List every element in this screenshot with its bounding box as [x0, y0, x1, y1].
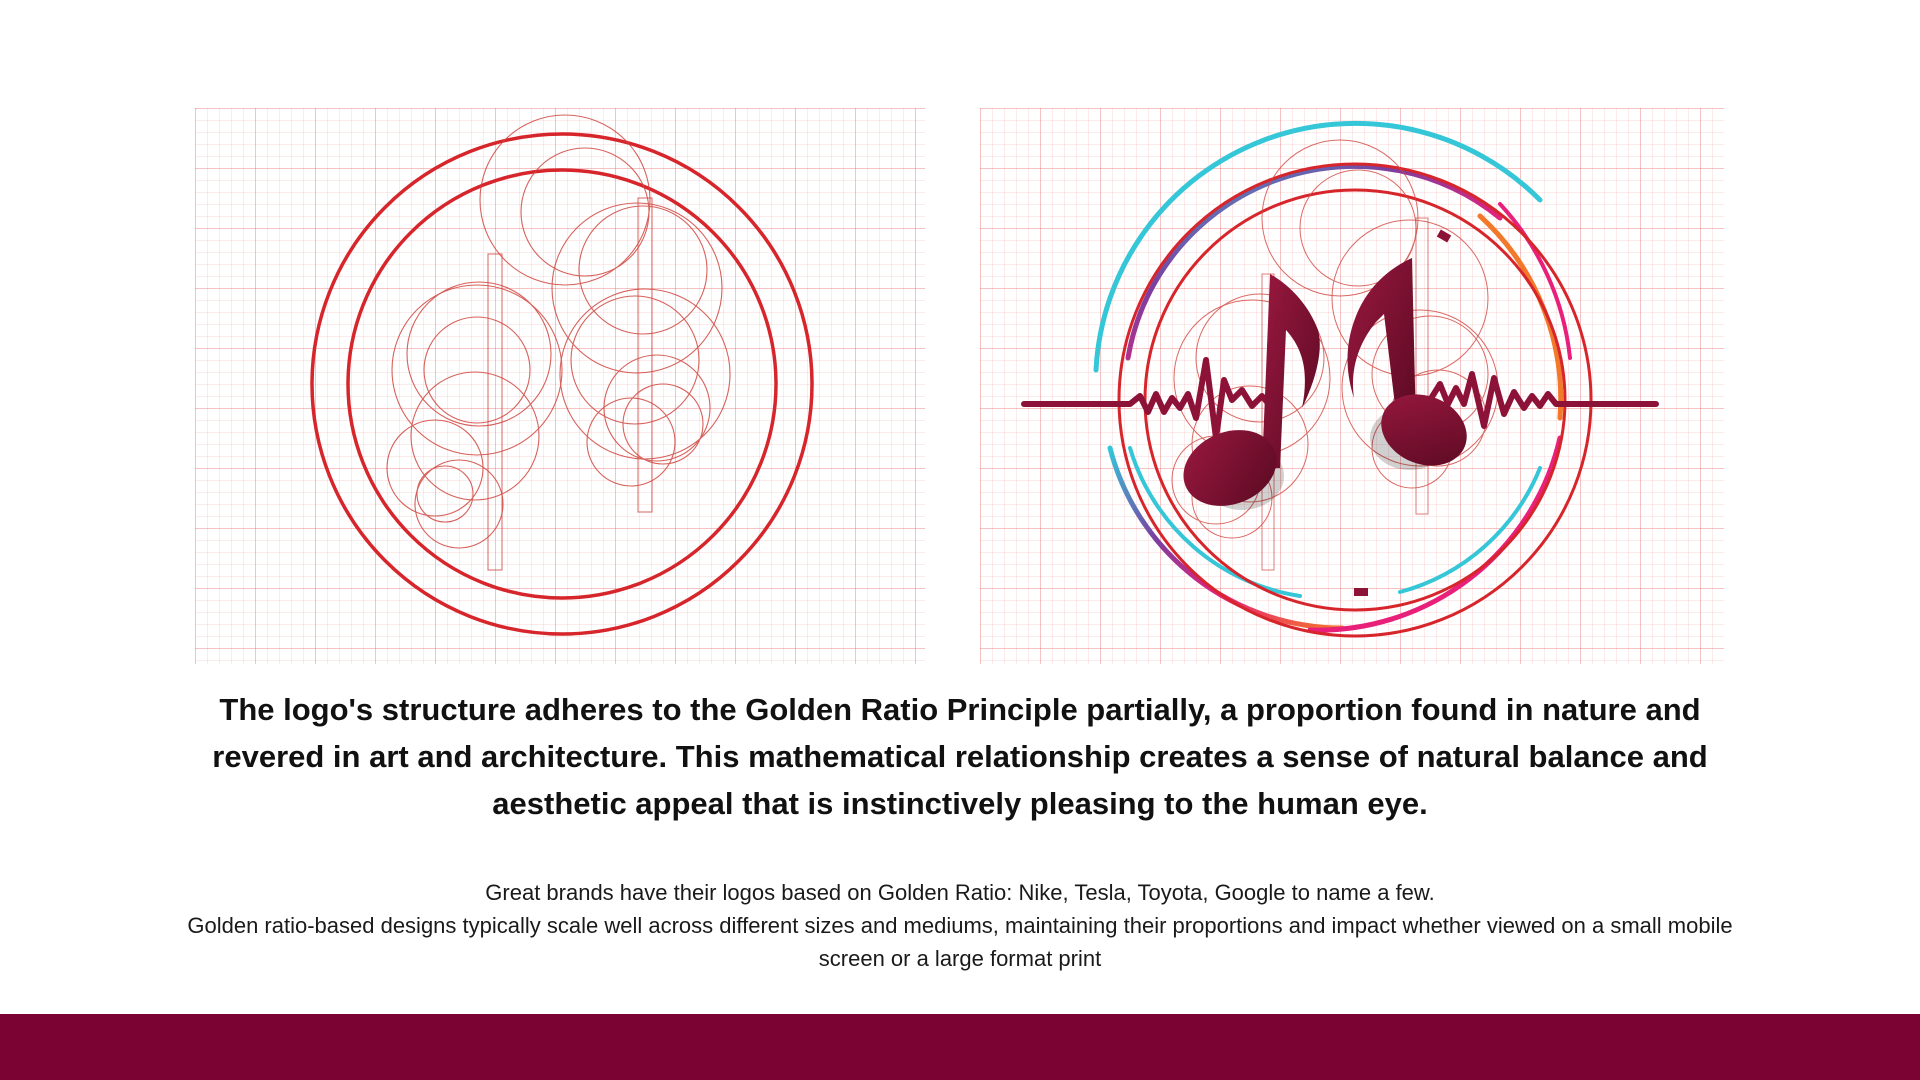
body-line-brands: Great brands have their logos based on G…: [485, 880, 1435, 905]
body-line-scaling: Golden ratio-based designs typically sca…: [187, 913, 1733, 971]
music-notes-logo-icon: [1021, 120, 1659, 638]
headline-text: The logo's structure adheres to the Gold…: [212, 692, 1708, 821]
golden-ratio-construction-figure: [195, 108, 925, 664]
music-logo-figure: [980, 108, 1724, 664]
body-paragraph: Great brands have their logos based on G…: [180, 876, 1740, 975]
construction-circles-icon: [310, 114, 814, 636]
footer-bar: [0, 1014, 1920, 1080]
